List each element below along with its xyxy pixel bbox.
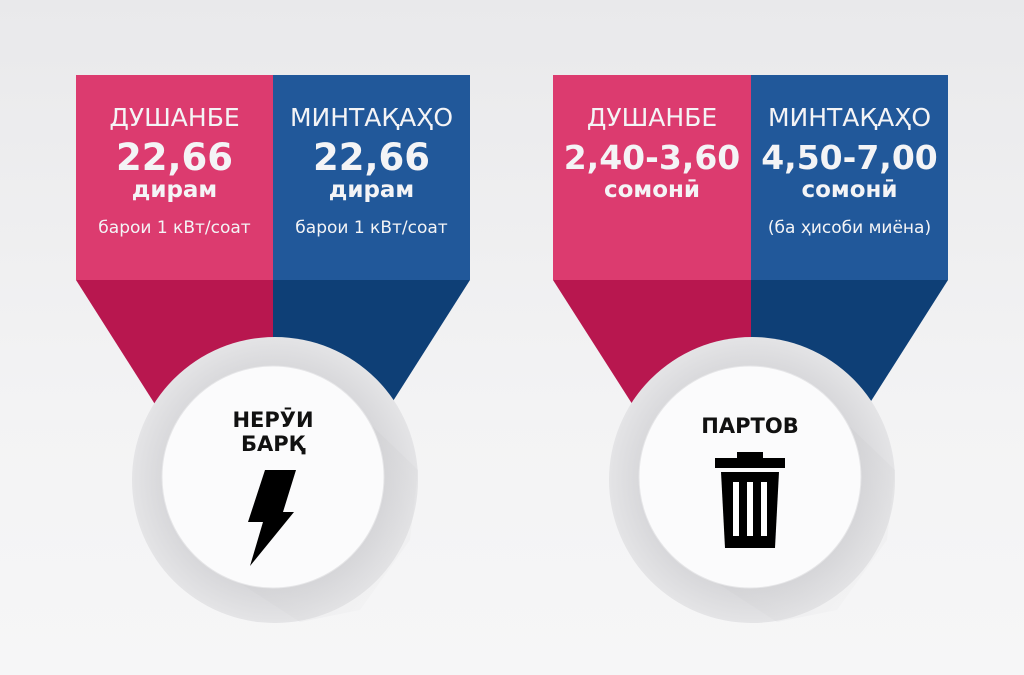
region-value: 22,66	[312, 136, 431, 179]
city-value: 2,40-3,60	[563, 138, 741, 177]
city-unit: сомонӣ	[603, 177, 701, 203]
region-label: МИНТАҚАҲО	[289, 103, 454, 132]
city-waste-box: ДУШАНБЕ 2,40-3,60 сомонӣ	[553, 75, 751, 280]
region-note: барои 1 кВт/соат	[295, 218, 448, 238]
category-title-electricity: НЕРӮИ БАРҚ	[203, 408, 343, 456]
city-label: ДУШАНБЕ	[586, 103, 718, 132]
lightning-bolt-icon	[248, 470, 296, 566]
city-box	[553, 75, 751, 280]
region-note: (ба ҳисоби миёна)	[767, 218, 932, 238]
region-waste-box: МИНТАҚАҲО 4,50-7,00 сомонӣ (ба ҳисоби ми…	[751, 75, 948, 280]
panel-waste-shapes	[553, 75, 948, 623]
category-line: НЕРӮИ	[232, 408, 314, 432]
region-box	[273, 75, 470, 280]
city-note: барои 1 кВт/соат	[98, 218, 251, 238]
region-unit: сомонӣ	[801, 177, 898, 203]
category-line: БАРҚ	[241, 432, 305, 456]
city-box	[76, 75, 273, 280]
region-label: МИНТАҚАҲО	[767, 103, 932, 132]
city-label: ДУШАНБЕ	[109, 103, 240, 132]
region-unit: дирам	[328, 177, 415, 203]
trash-can-icon	[715, 452, 785, 548]
category-title-waste: ПАРТОВ	[701, 414, 799, 438]
region-value: 4,50-7,00	[761, 138, 938, 177]
region-box	[751, 75, 948, 280]
city-electricity-box: ДУШАНБЕ 22,66 дирам барои 1 кВт/соат	[76, 75, 273, 280]
region-electricity-box: МИНТАҚАҲО 22,66 дирам барои 1 кВт/соат	[273, 75, 470, 280]
city-unit: дирам	[131, 177, 218, 203]
city-value: 22,66	[115, 136, 234, 179]
